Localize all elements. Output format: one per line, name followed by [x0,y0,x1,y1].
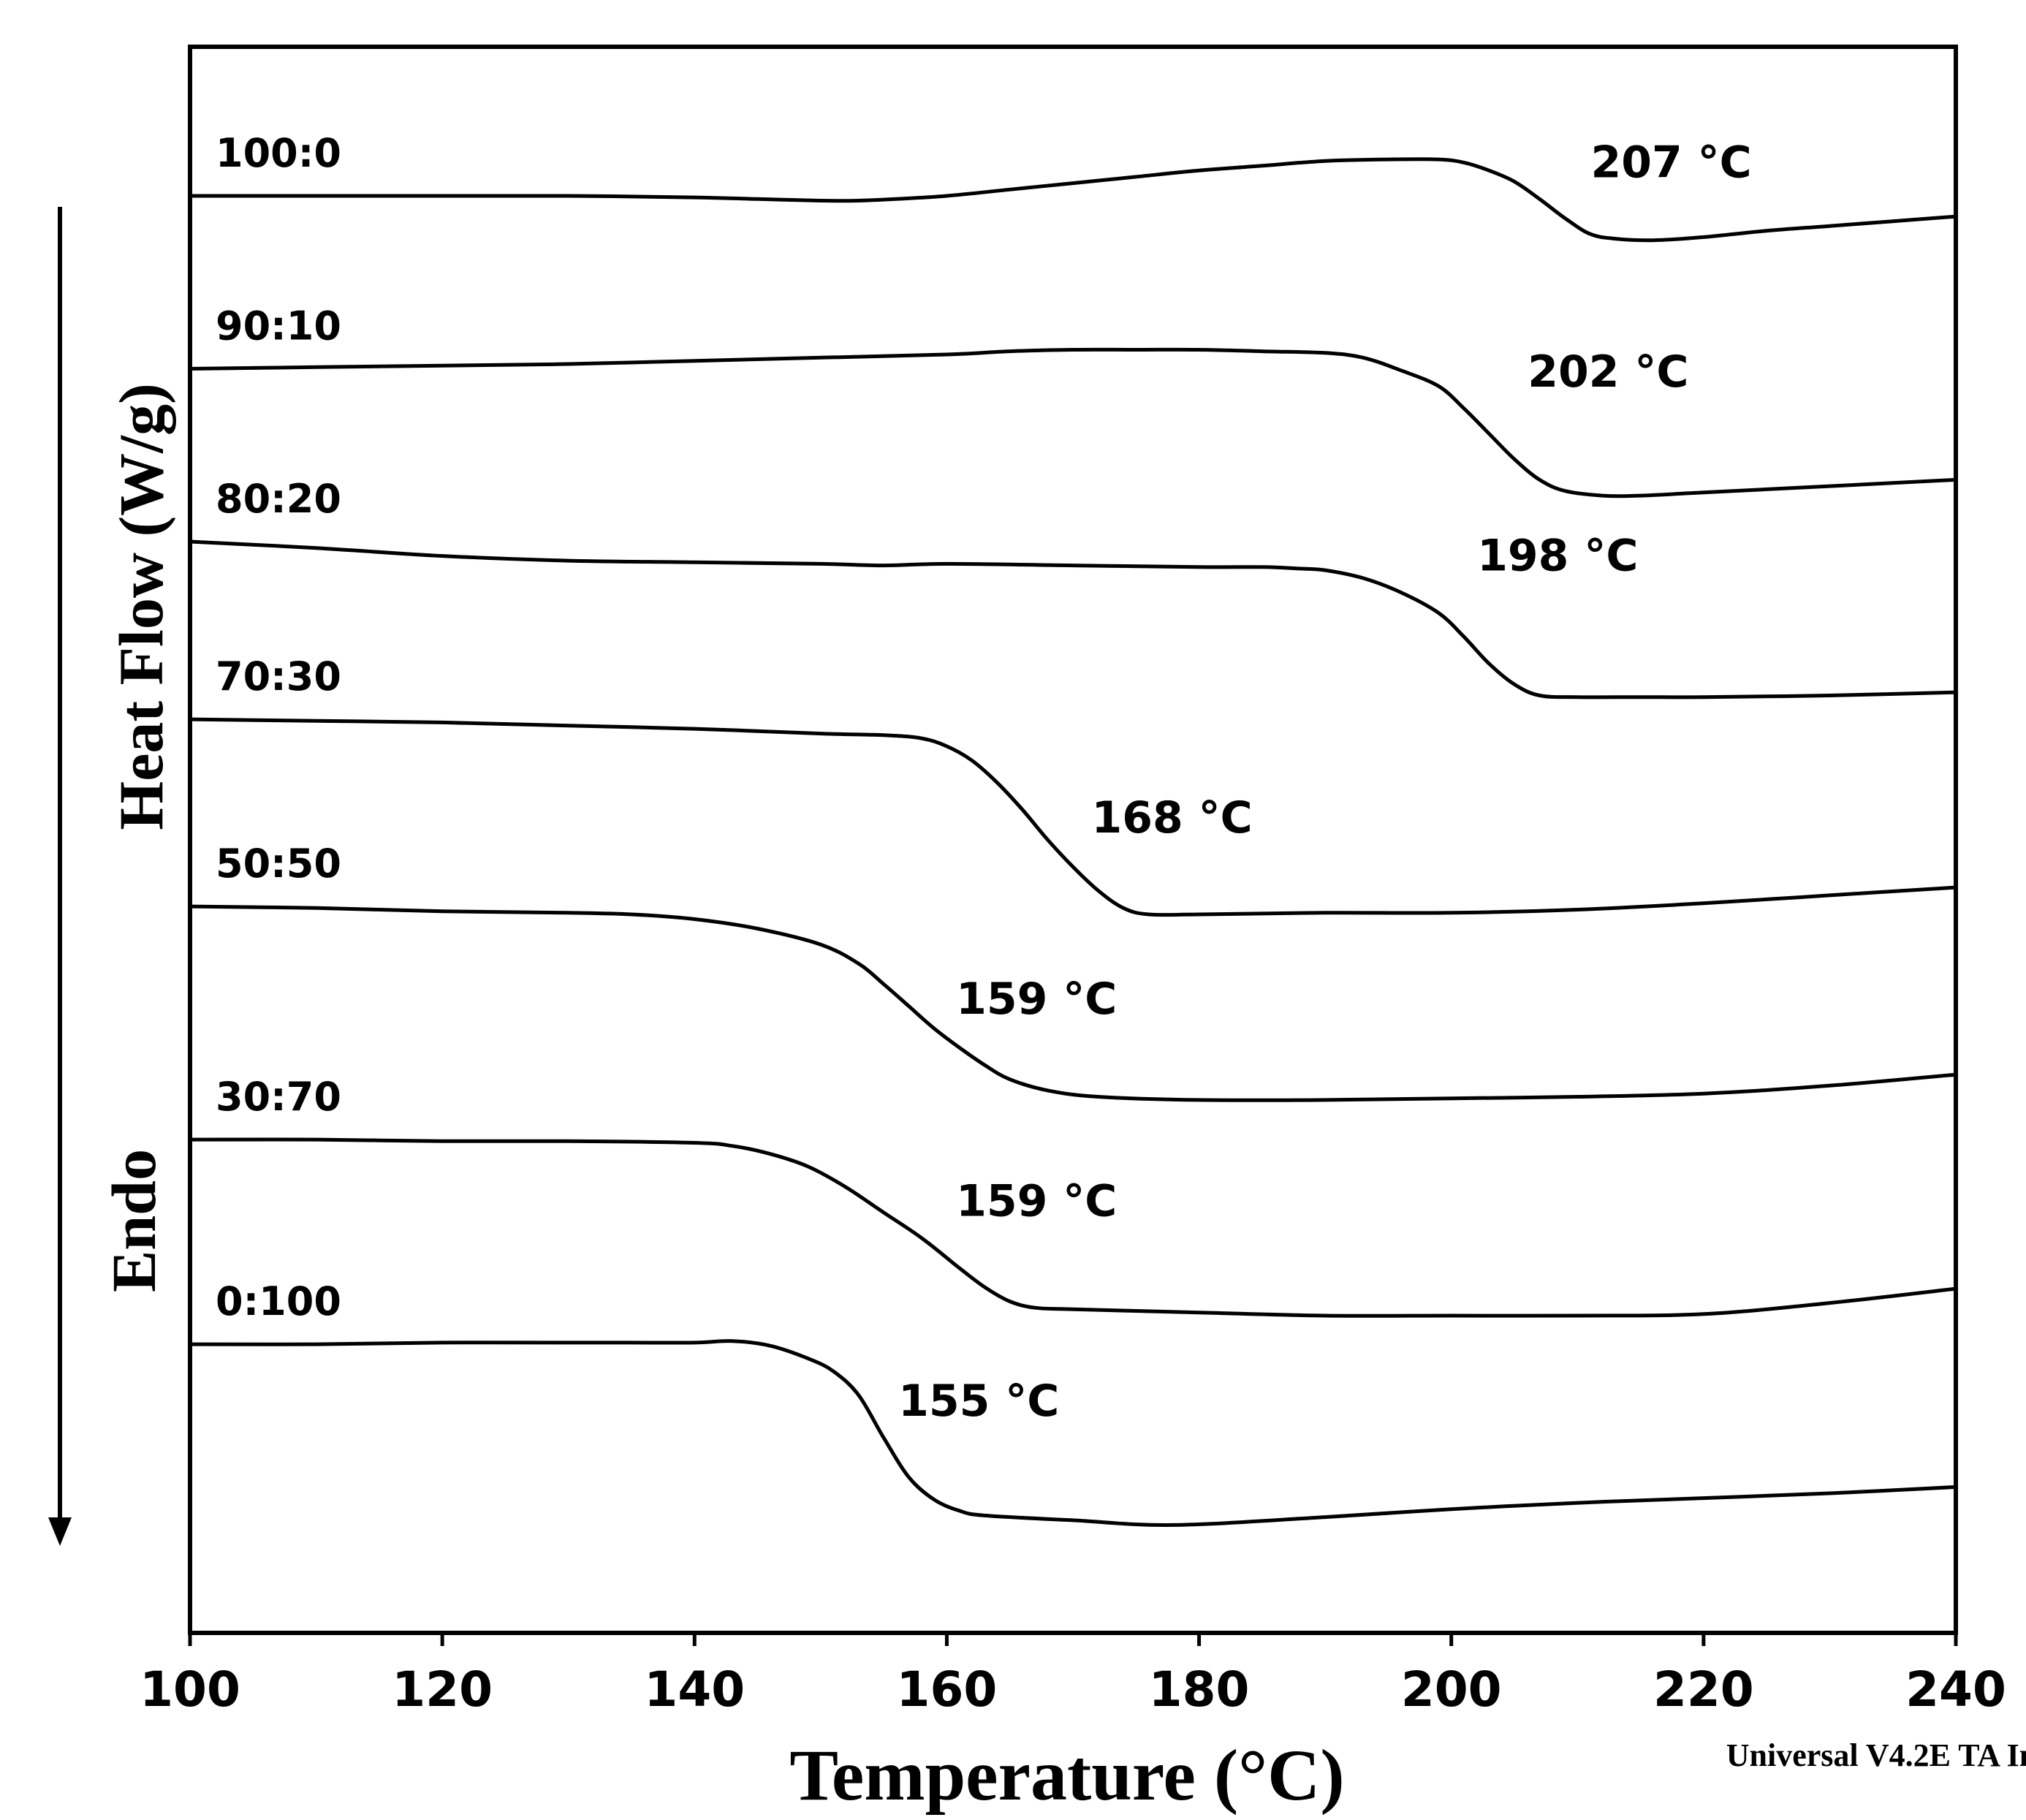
transition-label: 202 °C [1528,346,1688,398]
x-tick-label: 100 [140,1661,240,1718]
series-line-30-70 [188,1137,1958,1318]
series-label: 90:10 [216,303,341,349]
endo-arrowhead-icon [48,1517,72,1546]
series-line-100-0 [188,157,1958,243]
transition-labels: 207 °C 202 °C 198 °C 168 °C 159 °C 159 °C 155 … [898,137,1752,1427]
x-tick-label: 200 [1401,1661,1502,1718]
series-label: 70:30 [216,653,341,699]
transition-label: 159 °C [956,974,1117,1025]
series-line-0-100 [188,1339,1958,1527]
x-axis-label: Temperature (°C) [789,1734,1344,1816]
x-axis-ticks: 100 120 140 160 180 200 220 240 [140,1633,2006,1718]
plot-frame [188,45,1958,1635]
x-tick-label: 180 [1149,1661,1250,1718]
series-line-90-10 [188,347,1958,498]
transition-label: 207 °C [1591,137,1752,188]
x-tick-label: 160 [897,1661,998,1718]
watermark-text: Universal V4.2E TA In. [1726,1737,2026,1773]
series-layer [188,157,1958,1527]
series-line-70-30 [188,717,1958,917]
series-line-80-20 [188,539,1958,699]
series-labels: 100:0 90:10 80:20 70:30 50:50 30:70 0:100 [216,130,341,1324]
endo-label: Endo [99,1149,169,1292]
x-tick-label: 220 [1653,1661,1754,1718]
series-label: 0:100 [216,1278,341,1324]
transition-label: 155 °C [898,1376,1059,1427]
series-label: 100:0 [216,130,341,176]
transition-label: 198 °C [1477,530,1638,581]
series-label: 50:50 [216,841,341,887]
transition-label: 159 °C [956,1176,1117,1227]
y-axis-label: Heat Flow (W/g) [106,383,176,830]
transition-label: 168 °C [1091,792,1252,843]
x-tick-label: 140 [644,1661,745,1718]
series-label: 80:20 [216,476,341,522]
series-label: 30:70 [216,1074,341,1120]
x-tick-label: 120 [392,1661,493,1718]
series-line-50-50 [188,904,1958,1102]
x-tick-label: 240 [1905,1661,2006,1718]
